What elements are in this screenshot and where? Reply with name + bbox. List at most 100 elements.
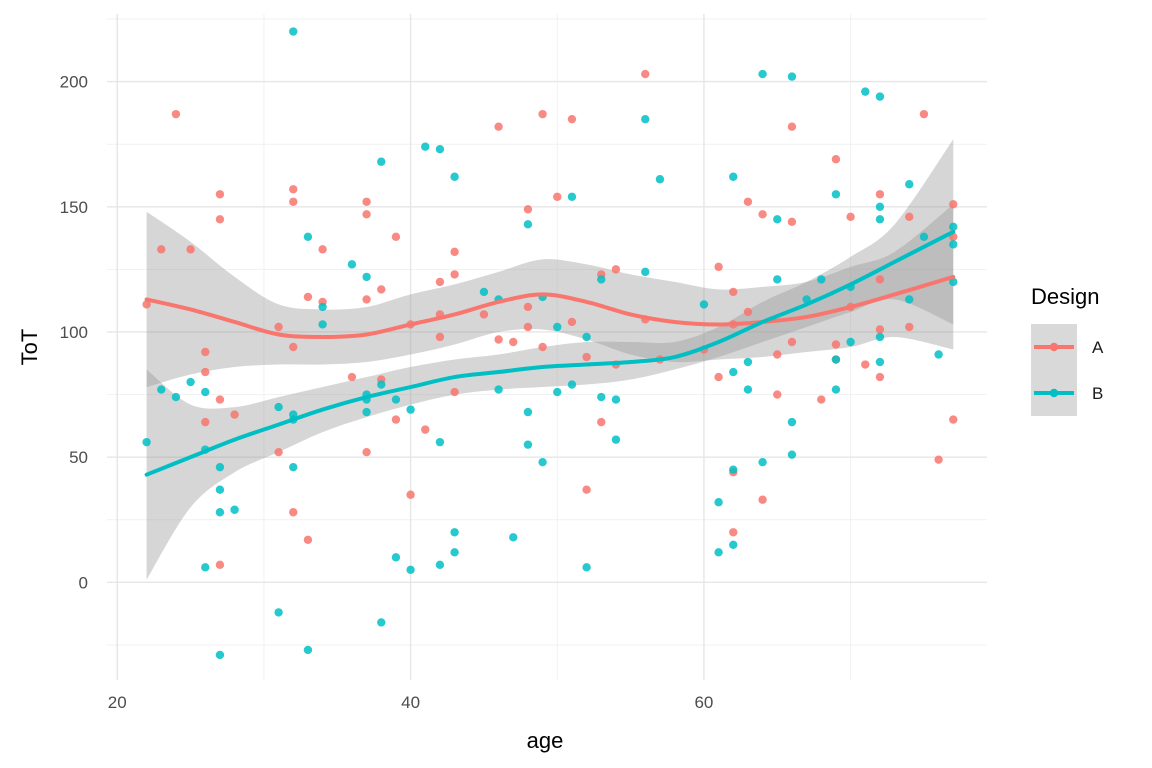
legend-label-b: B (1092, 384, 1103, 403)
point-a (817, 395, 826, 404)
y-tick-labels: 0 50 100 150 200 (60, 73, 88, 593)
point-b (861, 87, 870, 96)
point-a (567, 114, 577, 124)
point-a (523, 322, 533, 332)
x-tick-labels: 20 40 60 (108, 693, 714, 712)
point-b (435, 560, 445, 570)
point-b (450, 548, 459, 557)
y-tick-label: 50 (69, 448, 88, 467)
point-b (406, 405, 415, 414)
point-b (582, 332, 591, 342)
point-a (201, 347, 210, 357)
point-b (303, 645, 313, 655)
point-a (318, 245, 327, 254)
point-a (509, 337, 518, 347)
point-a (450, 387, 459, 397)
point-b (318, 320, 327, 329)
point-b (787, 417, 797, 427)
point-b (362, 407, 371, 417)
point-b (655, 175, 665, 184)
point-a (641, 69, 650, 79)
point-b (875, 332, 885, 342)
point-a (479, 310, 489, 319)
point-b (699, 300, 709, 309)
y-tick-label: 0 (79, 573, 88, 592)
point-a (714, 372, 723, 382)
point-a (831, 155, 841, 164)
point-b (743, 357, 753, 367)
point-b (934, 350, 943, 359)
x-axis-title: age (527, 728, 564, 753)
smooth-line-a (144, 274, 956, 339)
point-b (435, 437, 445, 447)
point-b (186, 377, 195, 387)
point-a (538, 342, 547, 352)
point-a (523, 302, 533, 312)
point-a (230, 410, 239, 419)
point-a (274, 447, 283, 457)
point-b (435, 145, 445, 154)
point-a (362, 197, 371, 206)
x-tick-label: 20 (108, 693, 127, 712)
point-a (875, 190, 885, 199)
point-a (435, 277, 445, 287)
point-a (743, 197, 753, 206)
point-a (362, 210, 371, 219)
legend: Design A B (1031, 284, 1104, 416)
point-b (509, 533, 518, 542)
point-a (450, 270, 459, 279)
point-b (875, 202, 885, 211)
point-a (846, 212, 855, 222)
point-b (553, 387, 562, 397)
point-b (758, 457, 767, 467)
point-b (641, 267, 650, 277)
point-a (861, 360, 870, 369)
point-a (905, 322, 914, 332)
y-tick-label: 150 (60, 198, 88, 217)
point-b (729, 540, 738, 549)
point-a (362, 295, 371, 304)
point-a (435, 332, 445, 342)
point-b (875, 215, 885, 224)
point-b (714, 498, 723, 507)
point-b (230, 505, 239, 514)
legend-title: Design (1031, 284, 1099, 309)
point-a (142, 300, 151, 309)
point-b (597, 392, 606, 402)
point-b (787, 72, 797, 81)
point-b (582, 563, 591, 572)
point-a (729, 528, 738, 537)
legend-key-point-b (1049, 388, 1059, 398)
point-a (582, 352, 591, 362)
point-b (289, 27, 298, 36)
point-a (289, 342, 298, 352)
confidence-band-b (146, 139, 954, 580)
point-b (215, 462, 225, 472)
point-b (377, 618, 386, 627)
point-a (391, 232, 401, 242)
point-b (905, 295, 914, 304)
x-tick-label: 60 (694, 693, 713, 712)
point-b (567, 380, 577, 389)
point-b (171, 392, 181, 402)
point-a (773, 390, 782, 399)
point-b (523, 440, 533, 449)
point-a (157, 245, 166, 254)
y-tick-label: 200 (60, 73, 88, 92)
point-b (347, 260, 357, 269)
point-a (611, 265, 621, 274)
point-a (303, 292, 313, 302)
point-a (743, 307, 753, 317)
point-b (611, 395, 621, 404)
point-b (538, 457, 547, 467)
point-b (787, 450, 797, 459)
point-b (817, 275, 826, 284)
point-a (274, 322, 283, 332)
point-a (934, 455, 943, 464)
point-b (362, 272, 371, 282)
point-b (274, 402, 283, 412)
point-b (318, 302, 327, 312)
point-b (729, 367, 738, 377)
minor-gridlines (107, 14, 987, 680)
